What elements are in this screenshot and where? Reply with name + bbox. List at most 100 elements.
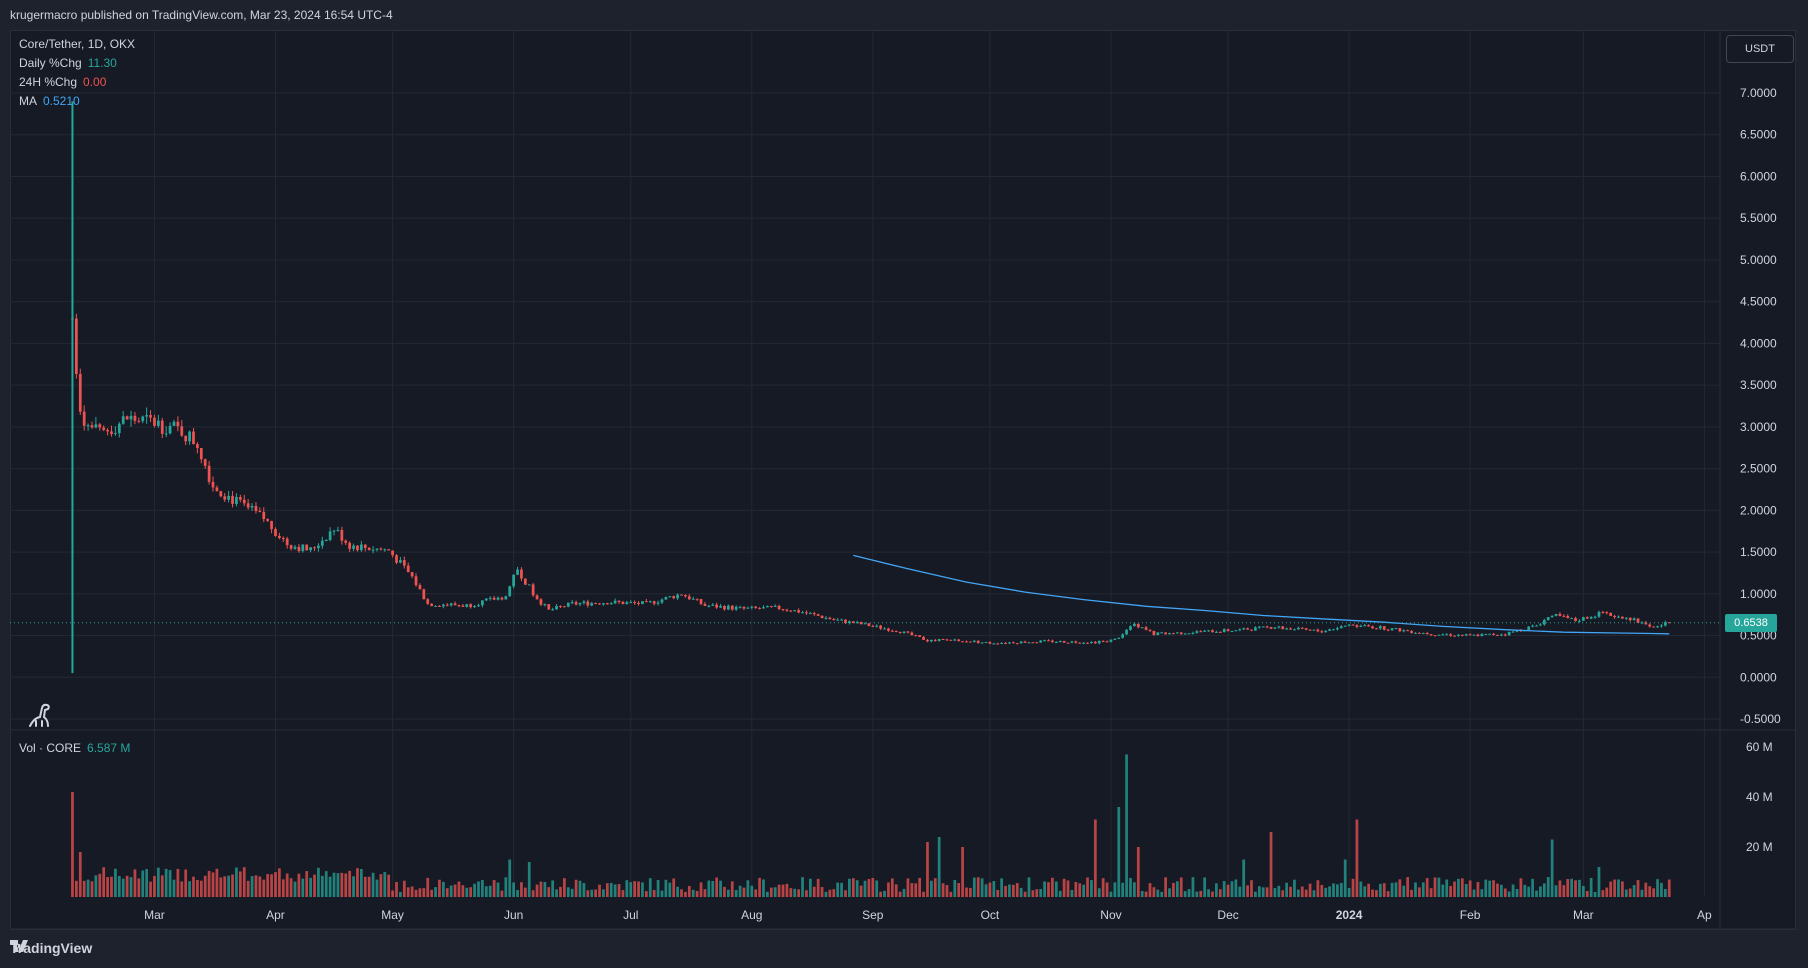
volume-bar [492,880,496,897]
volume-bar [242,867,246,897]
volume-bar [695,890,699,897]
candle-body [258,511,262,513]
candle-body [1043,640,1046,642]
candle-body [1613,615,1616,618]
volume-bar [758,877,761,897]
volume-bar [840,882,843,897]
candle-body [153,417,156,426]
candle-body [848,621,851,623]
candle-body [1023,641,1027,643]
candle-body [613,600,617,604]
volume-bar [1156,889,1160,897]
tradingview-logo-icon [10,940,28,952]
volume-bar [289,878,293,897]
candle-body [980,642,984,644]
daily-change-row: Daily %Chg 11.30 [19,56,117,71]
chart-frame[interactable] [10,30,1796,930]
candle-body [1058,640,1062,642]
volume-bar [715,877,719,897]
candle-body [492,597,496,600]
candle-body [1222,629,1226,632]
volume-bar [246,880,250,897]
volume-bar [730,881,734,897]
candle-body [340,529,344,541]
volume-bar [551,880,555,897]
candle-body [1031,642,1035,644]
volume-bar [110,876,113,897]
volume-bar [457,881,461,897]
volume-bar [1117,807,1121,897]
volume-bar [1047,882,1050,897]
currency-button[interactable]: USDT [1726,35,1794,63]
volume-bar [746,880,750,897]
candle-body [1453,635,1456,637]
candle-body [102,427,106,430]
candle-body [1539,624,1542,626]
candle-body [395,555,398,563]
candle-body [773,605,777,607]
volume-bar [1074,882,1078,897]
candle-body [1277,626,1281,628]
candle-body [461,605,465,607]
volume-bar [1476,882,1480,897]
volume-bar [1527,886,1531,897]
candle-body [1511,631,1515,633]
volume-bar [1515,888,1519,897]
volume-bar [918,877,922,897]
candle-body [859,622,863,625]
candle-body [215,487,219,492]
candle-body [520,569,523,579]
candle-body [730,605,734,610]
volume-bar [972,877,976,897]
candle-body [176,421,180,427]
volume-bar [742,887,746,897]
volume-bar [1078,883,1082,897]
candle-body [953,639,957,641]
candle-body [1402,630,1406,632]
volume-bar [1242,859,1246,897]
volume-bar [777,884,781,897]
volume-bar [1289,886,1292,897]
volume-bar [531,890,535,897]
volume-bar [441,881,445,897]
candle-body [582,601,586,604]
volume-bar [648,878,652,897]
price-tick-label: 5.5000 [1740,211,1777,225]
volume-bar [617,884,621,897]
candle-body [1250,629,1253,631]
volume-bar [1273,888,1277,897]
candle-body [270,520,273,529]
volume-bar [1632,885,1636,897]
volume-bar [481,880,484,897]
candle-body [687,596,691,600]
volume-bar [941,883,945,897]
candle-body [1246,628,1249,630]
candle-body [481,600,484,606]
volume-bar [1238,886,1242,897]
volume-bar [527,862,531,897]
candle-body [926,639,929,642]
price-tick-label: 3.5000 [1740,378,1777,392]
candle-body [1093,641,1097,644]
candle-body [1230,630,1234,632]
price-tick-label: 1.0000 [1740,587,1777,601]
candle-body [1503,634,1507,636]
candle-body [149,415,152,418]
candle-body [238,497,242,500]
volume-bar [1187,889,1191,897]
volume-bar [961,847,964,897]
candle-body [1445,634,1449,636]
candle-body [1609,612,1613,616]
volume-bar [1086,877,1089,897]
candle-body [1449,634,1452,636]
volume-bar [227,875,230,897]
candle-body [1289,628,1292,630]
volume-bar [883,890,886,897]
candle-body [449,603,453,606]
volume-bar [1320,884,1324,897]
candle-body [805,612,808,614]
candle-body [527,584,531,586]
volume-bar [769,887,773,897]
volume-bar [906,878,910,897]
